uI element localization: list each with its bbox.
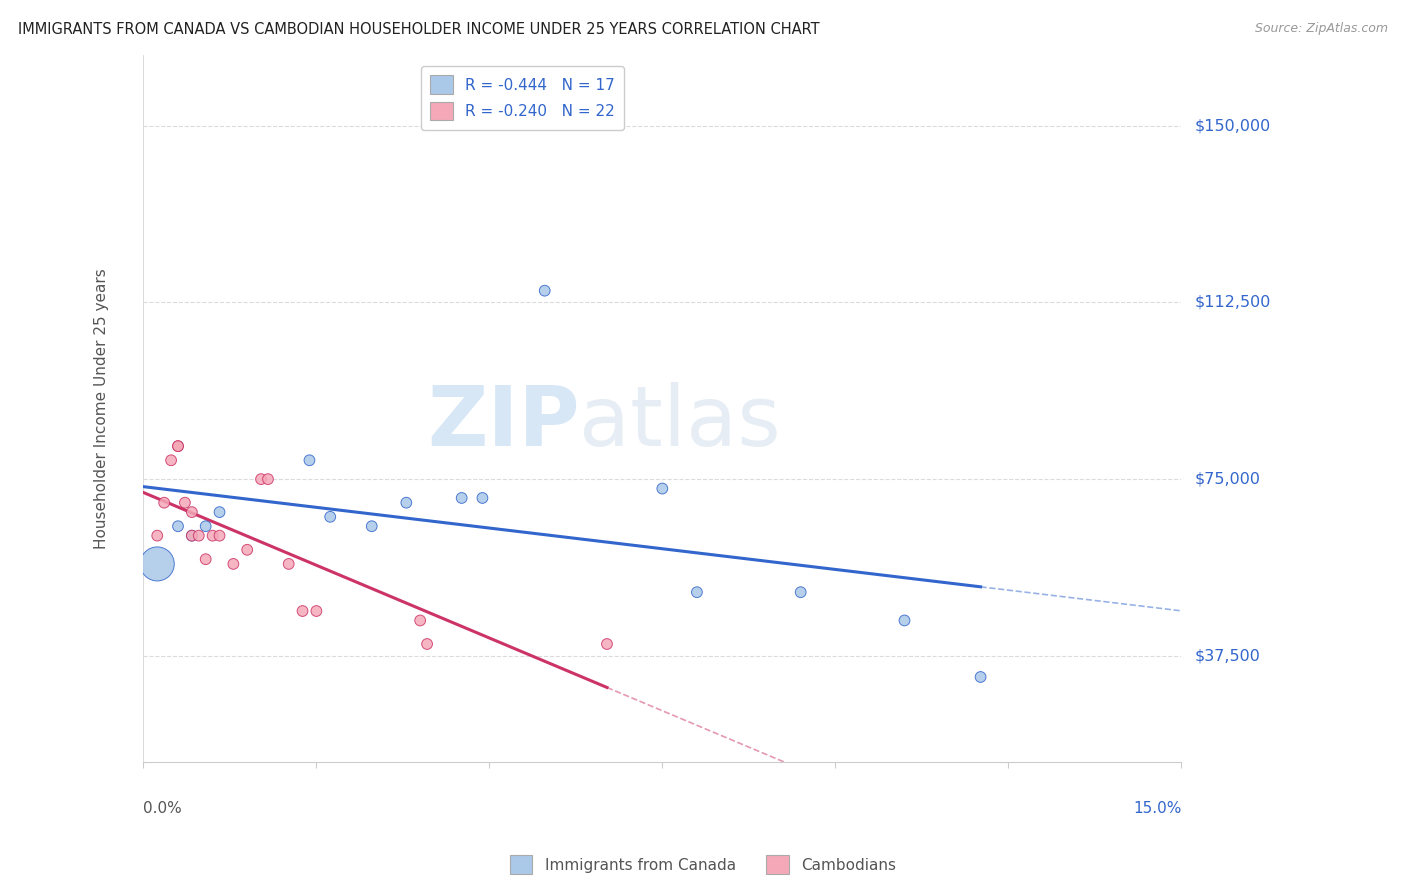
Text: $150,000: $150,000 (1195, 119, 1271, 133)
Point (146, 557, 169, 571)
Point (194, 519, 217, 533)
Point (174, 496, 197, 510)
Point (360, 519, 382, 533)
Legend: R = -0.444   N = 17, R = -0.240   N = 22: R = -0.444 N = 17, R = -0.240 N = 22 (420, 66, 624, 129)
Point (416, 637, 439, 651)
Point (686, 585, 709, 599)
Point (167, 519, 190, 533)
Point (305, 604, 328, 618)
Point (180, 529, 202, 543)
Point (277, 557, 299, 571)
Point (450, 491, 472, 505)
Point (893, 614, 915, 628)
Point (236, 542, 259, 557)
Point (471, 491, 494, 505)
Point (409, 614, 432, 628)
Point (291, 604, 314, 618)
Text: 0.0%: 0.0% (143, 801, 183, 815)
Point (201, 529, 224, 543)
Point (596, 637, 619, 651)
Text: IMMIGRANTS FROM CANADA VS CAMBODIAN HOUSEHOLDER INCOME UNDER 25 YEARS CORRELATIO: IMMIGRANTS FROM CANADA VS CAMBODIAN HOUS… (18, 22, 820, 37)
Point (153, 496, 176, 510)
Text: $37,500: $37,500 (1195, 648, 1261, 664)
Text: $75,000: $75,000 (1195, 472, 1261, 487)
Point (167, 439, 190, 453)
Point (160, 453, 183, 467)
Point (194, 552, 217, 566)
Text: 15.0%: 15.0% (1133, 801, 1181, 815)
Point (250, 472, 273, 486)
Text: Source: ZipAtlas.com: Source: ZipAtlas.com (1254, 22, 1388, 36)
Point (969, 670, 991, 684)
Point (319, 509, 342, 524)
Point (395, 496, 418, 510)
Text: ZIP: ZIP (427, 382, 579, 463)
Point (187, 529, 209, 543)
Point (222, 557, 245, 571)
Point (789, 585, 811, 599)
Point (208, 529, 231, 543)
Legend: Immigrants from Canada, Cambodians: Immigrants from Canada, Cambodians (503, 849, 903, 880)
Point (146, 529, 169, 543)
Point (167, 439, 190, 453)
Point (208, 505, 231, 519)
Point (257, 472, 280, 486)
Point (533, 284, 555, 298)
Point (180, 505, 202, 519)
Text: atlas: atlas (579, 382, 782, 463)
Point (298, 453, 321, 467)
Point (180, 529, 202, 543)
Text: Householder Income Under 25 years: Householder Income Under 25 years (94, 268, 110, 549)
Point (651, 482, 673, 496)
Text: $112,500: $112,500 (1195, 295, 1271, 310)
